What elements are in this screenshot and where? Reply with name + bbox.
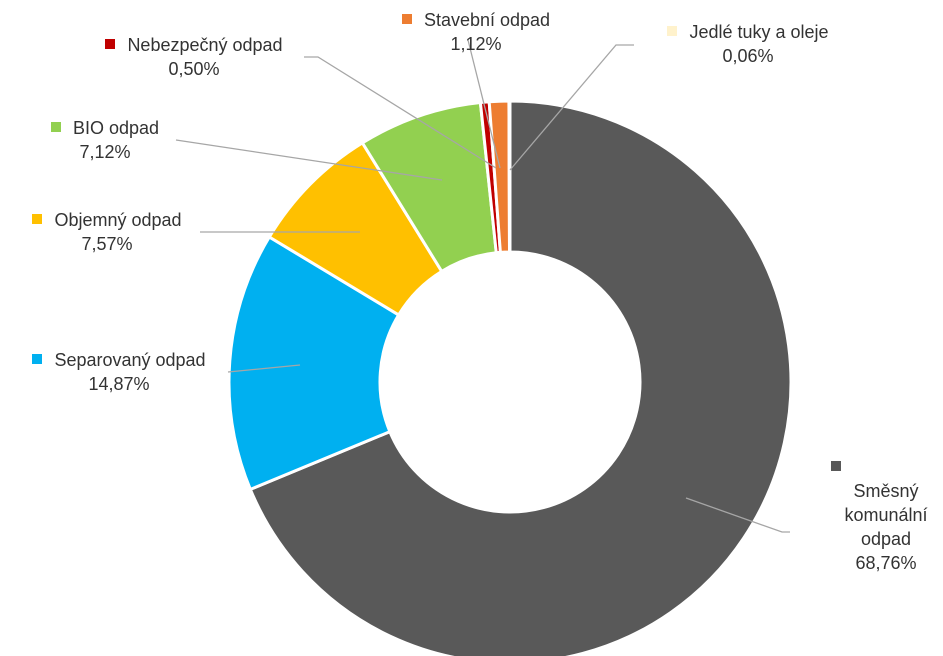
leader-line-nebezpecny <box>304 56 497 169</box>
donut-slice-0 <box>248 99 793 656</box>
label-jedle-value: 0,06% <box>722 46 774 66</box>
label-nebezpecny-name: Nebezpečný odpad <box>127 35 283 55</box>
label-bio-value: 7,12% <box>79 142 131 162</box>
legend-marker-bio <box>50 122 61 132</box>
label-jedle-name: Jedlé tuky a oleje <box>689 22 829 42</box>
label-bio: BIO odpad 7,12% <box>40 116 170 164</box>
label-jedle: Jedlé tuky a oleje 0,06% <box>642 20 854 68</box>
label-separovany: Separovaný odpad 14,87% <box>14 348 224 396</box>
label-smesny-line2: komunální <box>844 505 928 525</box>
label-smesny-value: 68,76% <box>855 553 917 573</box>
donut-slices <box>227 99 793 656</box>
legend-marker-stavebni <box>401 14 412 24</box>
leader-line-stavebni <box>467 39 501 169</box>
label-separovany-name: Separovaný odpad <box>54 350 206 370</box>
leader-line-separovany <box>227 364 301 373</box>
legend-marker-jedle <box>667 26 678 36</box>
label-smesny-line1: Směsný <box>853 481 919 501</box>
legend-marker-objemny <box>32 214 43 224</box>
donut-slice-1 <box>227 234 401 492</box>
legend-marker-nebezpecny <box>105 39 116 49</box>
legend-marker-separovany <box>32 354 43 364</box>
label-stavebni: Stavební odpad 1,12% <box>390 8 562 56</box>
donut-slice-6 <box>507 99 512 254</box>
leader-line-bio <box>175 139 443 181</box>
leader-lines <box>175 39 790 533</box>
label-smesny: Směsný komunální odpad 68,76% <box>831 455 941 575</box>
legend-marker-smesny <box>831 461 841 471</box>
label-objemny-name: Objemný odpad <box>54 210 182 230</box>
label-bio-name: BIO odpad <box>72 118 160 138</box>
leader-line-smesny <box>685 497 790 533</box>
label-stavebni-name: Stavební odpad <box>423 10 551 30</box>
label-nebezpecny-value: 0,50% <box>168 59 220 79</box>
label-objemny: Objemný odpad 7,57% <box>12 208 202 256</box>
label-nebezpecny: Nebezpečný odpad 0,50% <box>84 33 304 81</box>
label-smesny-line3: odpad <box>860 529 912 549</box>
leader-line-jedle <box>509 44 634 171</box>
label-objemny-value: 7,57% <box>81 234 133 254</box>
label-separovany-value: 14,87% <box>88 374 150 394</box>
label-stavebni-value: 1,12% <box>450 34 502 54</box>
